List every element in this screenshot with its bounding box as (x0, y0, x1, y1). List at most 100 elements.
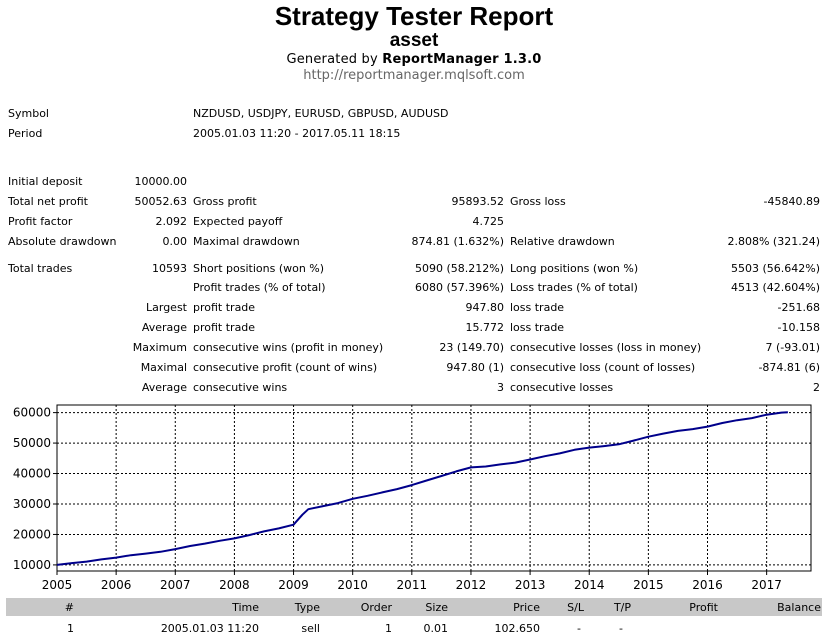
long-positions-label: Long positions (won %) (510, 262, 639, 275)
average-consecutive-label: Average (141, 381, 187, 394)
largest-loss-value: -251.68 (777, 301, 820, 314)
total-trades-value: 10593 (152, 262, 187, 275)
maximal-cons-loss-label: consecutive loss (count of losses) (510, 361, 696, 374)
row1-time: 2005.01.03 11:20 (160, 622, 259, 635)
average-profit-label: profit trade (193, 321, 256, 334)
x-tick-label: 2007 (160, 578, 191, 592)
profit-trades-value: 6080 (57.396%) (414, 281, 504, 294)
symbol-label: Symbol (8, 107, 49, 120)
loss-trades-value: 4513 (42.604%) (730, 281, 820, 294)
trades-header (6, 598, 822, 616)
y-tick-label: 60000 (13, 406, 51, 420)
relative-drawdown-label: Relative drawdown (510, 235, 615, 248)
maximal-label: Maximal (140, 361, 187, 374)
row1-type: sell (301, 622, 320, 635)
gross-profit-label: Gross profit (193, 195, 257, 208)
symbol-value: NZDUSD, USDJPY, EURUSD, GBPUSD, AUDUSD (193, 107, 449, 120)
report-title: Strategy Tester Report (274, 1, 554, 31)
y-tick-label: 10000 (13, 558, 51, 572)
row1-order: 1 (385, 622, 392, 635)
y-tick-label: 40000 (13, 467, 51, 481)
total-net-profit-value: 50052.63 (134, 195, 188, 208)
generated-prefix: Generated by (286, 52, 383, 67)
generated-by: Generated by ReportManager 1.3.0 (0, 52, 828, 68)
total-trades-label: Total trades (8, 262, 73, 275)
max-cons-wins-label: consecutive wins (profit in money) (193, 341, 384, 354)
col-balance: Balance (777, 601, 821, 614)
x-tick-label: 2005 (42, 578, 73, 592)
col-type: Type (294, 601, 320, 614)
generator-url: http://reportmanager.mqlsoft.com (303, 68, 525, 83)
col-size: Size (425, 601, 448, 614)
gross-profit-value: 95893.52 (451, 195, 505, 208)
maximal-drawdown-label: Maximal drawdown (193, 235, 300, 248)
x-tick-label: 2017 (751, 578, 782, 592)
col-number: # (64, 601, 74, 614)
x-tick-label: 2008 (219, 578, 250, 592)
largest-profit-label: profit trade (193, 301, 256, 314)
col-tp: T/P (613, 601, 631, 614)
initial-deposit-value: 10000.00 (134, 175, 188, 188)
max-cons-wins-value: 23 (149.70) (439, 341, 504, 354)
row1-size: 0.01 (423, 622, 449, 635)
x-tick-label: 2013 (515, 578, 546, 592)
total-net-profit-label: Total net profit (8, 195, 88, 208)
avg-cons-wins-value: 3 (497, 381, 504, 394)
average-label: Average (141, 321, 187, 334)
expected-payoff-label: Expected payoff (193, 215, 283, 228)
short-positions-value: 5090 (58.212%) (414, 262, 504, 275)
long-positions-value: 5503 (56.642%) (730, 262, 820, 275)
generator-name: ReportManager 1.3.0 (382, 52, 542, 67)
max-cons-losses-label: consecutive losses (loss in money) (510, 341, 702, 354)
profit-factor-label: Profit factor (8, 215, 73, 228)
avg-cons-losses-value: 2 (813, 381, 820, 394)
avg-cons-wins-label: consecutive wins (193, 381, 288, 394)
gross-loss-value: -45840.89 (763, 195, 820, 208)
x-tick-label: 2016 (692, 578, 723, 592)
x-tick-label: 2015 (633, 578, 664, 592)
largest-profit-value: 947.80 (465, 301, 505, 314)
max-cons-losses-value: 7 (-93.01) (765, 341, 820, 354)
col-sl: S/L (567, 601, 584, 614)
y-tick-label: 30000 (13, 497, 51, 511)
col-order: Order (360, 601, 392, 614)
period-value: 2005.01.03 11:20 - 2017.05.11 18:15 (193, 127, 401, 140)
largest-label: Largest (146, 301, 187, 314)
initial-deposit-label: Initial deposit (8, 175, 83, 188)
balance-chart: 2005 2006 2007 2008 2009 2010 2011 2012 2013 2014… (13, 404, 812, 592)
plot-frame (56, 404, 812, 572)
row1-tp: - (619, 622, 623, 635)
largest-loss-label: loss trade (510, 301, 565, 314)
average-profit-value: 15.772 (465, 321, 505, 334)
period-label: Period (8, 127, 43, 140)
maximal-cons-loss-value: -874.81 (6) (758, 361, 820, 374)
maximal-cons-profit-label: consecutive profit (count of wins) (193, 361, 378, 374)
loss-trades-label: Loss trades (% of total) (510, 281, 638, 294)
maximal-cons-profit-value: 947.80 (1) (446, 361, 504, 374)
relative-drawdown-value: 2.808% (321.24) (727, 235, 820, 248)
row1-sl: - (577, 622, 581, 635)
y-tick-label: 50000 (13, 436, 51, 450)
x-tick-label: 2012 (456, 578, 487, 592)
gross-loss-label: Gross loss (510, 195, 566, 208)
row1-price: 102.650 (494, 622, 541, 635)
average-loss-label: loss trade (510, 321, 565, 334)
absolute-drawdown-label: Absolute drawdown (8, 235, 117, 248)
profit-factor-value: 2.092 (155, 215, 188, 228)
x-tick-label: 2014 (574, 578, 605, 592)
balance-line (56, 411, 788, 566)
expected-payoff-value: 4.725 (472, 215, 505, 228)
x-tick-label: 2010 (337, 578, 368, 592)
short-positions-label: Short positions (won %) (193, 262, 325, 275)
x-tick-label: 2009 (278, 578, 309, 592)
average-loss-value: -10.158 (777, 321, 820, 334)
row1-number: 1 (67, 622, 74, 635)
x-tick-label: 2006 (101, 578, 132, 592)
plot-area (57, 405, 811, 571)
col-profit: Profit (689, 601, 718, 614)
report-subtitle: asset (389, 30, 439, 51)
x-tick-label: 2011 (397, 578, 428, 592)
absolute-drawdown-value: 0.00 (162, 235, 188, 248)
avg-cons-losses-label: consecutive losses (510, 381, 614, 394)
maximal-drawdown-value: 874.81 (1.632%) (411, 235, 504, 248)
